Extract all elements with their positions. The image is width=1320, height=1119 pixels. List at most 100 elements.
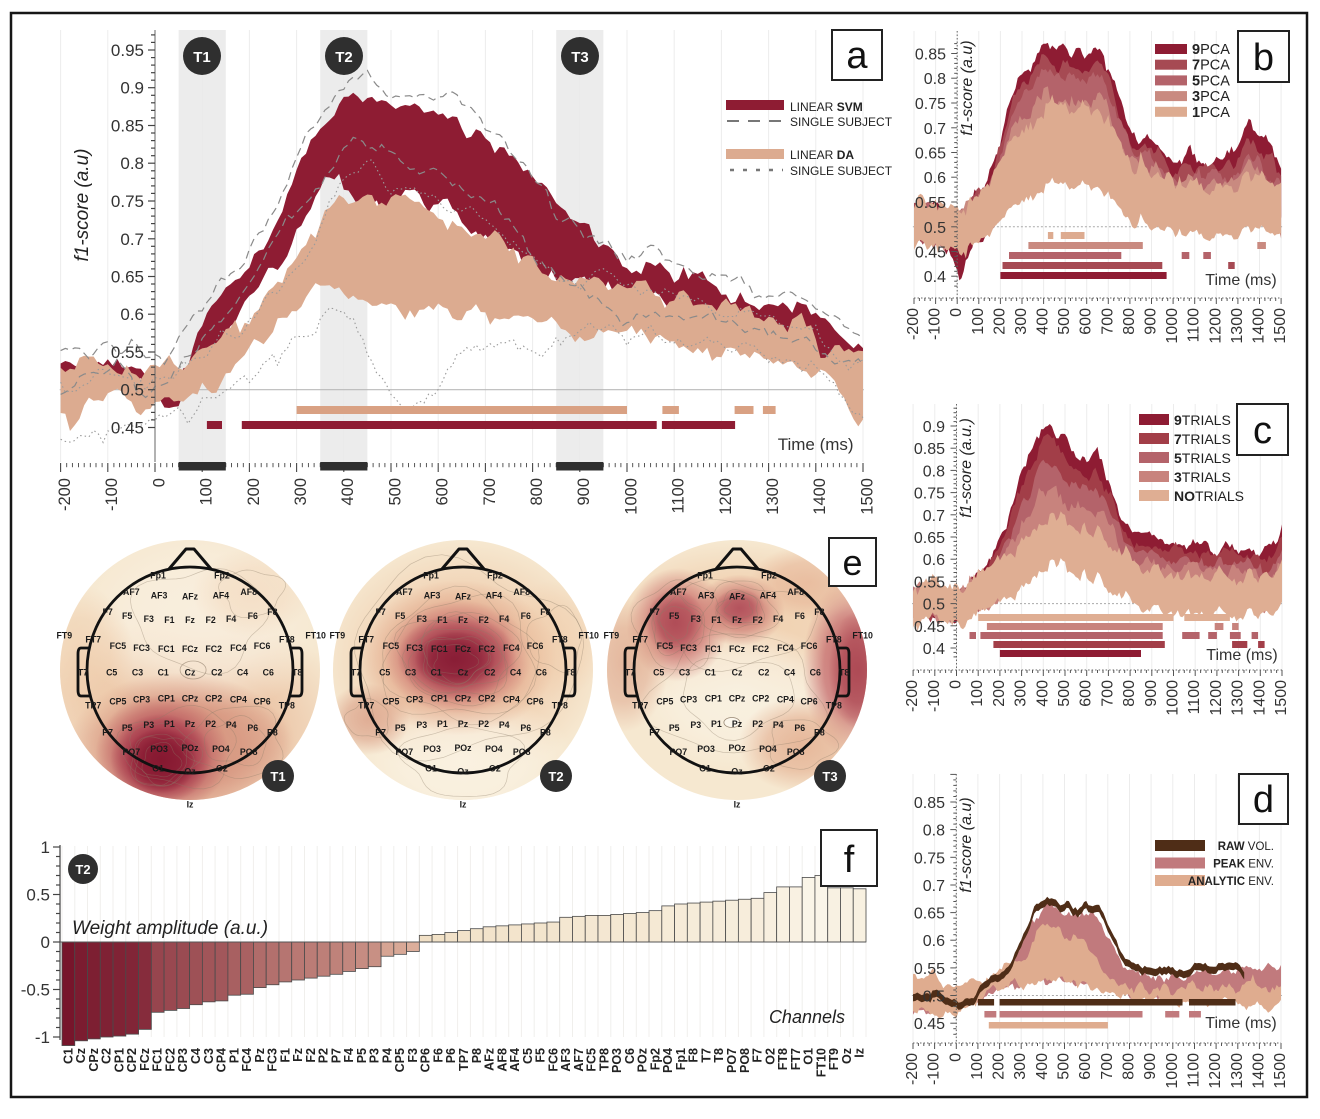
svg-text:AF3: AF3 — [424, 590, 441, 600]
svg-text:CP4: CP4 — [503, 694, 520, 704]
svg-text:CP5: CP5 — [393, 1048, 407, 1072]
svg-text:600: 600 — [434, 478, 452, 506]
svg-text:AF7: AF7 — [670, 587, 687, 597]
svg-text:1400: 1400 — [1251, 680, 1268, 716]
svg-text:300: 300 — [292, 478, 310, 506]
svg-text:T7: T7 — [700, 1048, 714, 1063]
svg-text:FC3: FC3 — [133, 643, 150, 653]
svg-text:P1: P1 — [711, 719, 722, 729]
svg-text:0.8: 0.8 — [120, 154, 144, 173]
svg-text:T7: T7 — [351, 668, 361, 678]
svg-text:Fz: Fz — [291, 1048, 305, 1062]
svg-text:FT9: FT9 — [56, 631, 72, 641]
svg-text:C3: C3 — [202, 1048, 216, 1064]
svg-text:F1: F1 — [278, 1048, 292, 1063]
svg-text:CP1: CP1 — [112, 1048, 126, 1072]
svg-text:C4: C4 — [237, 668, 248, 678]
svg-text:0.75: 0.75 — [111, 192, 144, 211]
svg-text:FC1: FC1 — [151, 1048, 165, 1072]
svg-text:AF3: AF3 — [559, 1048, 573, 1072]
svg-text:Cz: Cz — [458, 668, 469, 678]
svg-text:PO3: PO3 — [150, 744, 168, 754]
svg-text:T8: T8 — [292, 668, 302, 678]
svg-text:C2: C2 — [100, 1048, 114, 1064]
svg-text:600: 600 — [1078, 680, 1095, 707]
svg-text:C6: C6 — [623, 1048, 637, 1064]
svg-text:PO8: PO8 — [787, 747, 805, 757]
svg-text:F7: F7 — [649, 607, 659, 617]
svg-text:Weight amplitude (a.u.): Weight amplitude (a.u.) — [72, 918, 268, 939]
svg-text:Oz: Oz — [731, 766, 743, 776]
svg-text:FC6: FC6 — [527, 641, 544, 651]
svg-text:0: 0 — [150, 478, 168, 487]
svg-text:CPz: CPz — [182, 693, 199, 703]
svg-text:O1: O1 — [152, 763, 164, 773]
svg-text:FT9: FT9 — [827, 1048, 841, 1070]
svg-text:1100: 1100 — [1186, 308, 1203, 343]
svg-text:0.5: 0.5 — [923, 597, 945, 614]
svg-text:0.8: 0.8 — [923, 823, 945, 840]
svg-text:0.7: 0.7 — [923, 508, 945, 525]
svg-text:O2: O2 — [489, 763, 501, 773]
svg-text:1200: 1200 — [1207, 1053, 1224, 1089]
svg-text:P5: P5 — [355, 1048, 369, 1063]
svg-text:T8: T8 — [839, 668, 849, 678]
svg-text:P1: P1 — [437, 719, 448, 729]
svg-text:900: 900 — [1142, 1053, 1159, 1080]
svg-text:POz: POz — [454, 743, 472, 753]
svg-text:F1: F1 — [164, 615, 174, 625]
svg-text:TP7: TP7 — [358, 701, 374, 711]
svg-text:SINGLE SUBJECT: SINGLE SUBJECT — [790, 115, 893, 129]
svg-text:CP6: CP6 — [527, 696, 544, 706]
svg-text:P1: P1 — [164, 719, 175, 729]
svg-text:0.7: 0.7 — [924, 121, 946, 138]
svg-text:C1: C1 — [61, 1048, 75, 1064]
svg-text:Channels: Channels — [769, 1007, 845, 1027]
svg-text:1200: 1200 — [1207, 308, 1224, 344]
svg-text:T1: T1 — [193, 49, 211, 66]
svg-text:C1: C1 — [705, 668, 716, 678]
svg-text:0.8: 0.8 — [924, 71, 946, 88]
svg-text:AF4: AF4 — [760, 590, 777, 600]
svg-text:FC3: FC3 — [406, 643, 423, 653]
svg-text:P8: P8 — [267, 727, 278, 737]
svg-text:F8: F8 — [267, 607, 277, 617]
svg-text:FC1: FC1 — [705, 644, 722, 654]
svg-text:C5: C5 — [653, 668, 664, 678]
svg-text:C4: C4 — [510, 668, 521, 678]
svg-text:FT10: FT10 — [852, 631, 873, 641]
svg-text:Iz: Iz — [460, 799, 467, 809]
svg-text:0.5: 0.5 — [923, 989, 945, 1006]
svg-text:F6: F6 — [521, 611, 531, 621]
svg-text:CP4: CP4 — [230, 694, 247, 704]
svg-text:F5: F5 — [395, 611, 405, 621]
svg-text:f: f — [844, 839, 855, 881]
svg-text:C3: C3 — [132, 668, 143, 678]
svg-text:0: 0 — [948, 308, 965, 317]
svg-text:0.65: 0.65 — [915, 146, 946, 163]
svg-text:0.85: 0.85 — [914, 795, 945, 812]
svg-text:F7: F7 — [375, 607, 385, 617]
svg-text:FC4: FC4 — [230, 643, 247, 653]
svg-text:CP3: CP3 — [406, 694, 423, 704]
svg-text:T3: T3 — [822, 769, 837, 784]
svg-text:F2: F2 — [205, 615, 215, 625]
svg-text:F5: F5 — [669, 611, 679, 621]
svg-text:CP1: CP1 — [705, 693, 722, 703]
svg-text:1500: 1500 — [1273, 680, 1290, 716]
svg-text:FT8: FT8 — [279, 635, 295, 645]
svg-text:1400: 1400 — [1251, 308, 1268, 344]
svg-text:0.7: 0.7 — [120, 230, 144, 249]
svg-text:LINEAR DA: LINEAR DA — [790, 148, 854, 162]
svg-text:P4: P4 — [499, 720, 510, 730]
svg-text:FT10: FT10 — [814, 1048, 828, 1077]
svg-text:FT7: FT7 — [789, 1048, 803, 1070]
svg-text:Fp1: Fp1 — [423, 571, 439, 581]
svg-text:C2: C2 — [211, 668, 222, 678]
svg-text:T7: T7 — [625, 668, 635, 678]
svg-text:SINGLE SUBJECT: SINGLE SUBJECT — [790, 164, 893, 178]
svg-text:F8: F8 — [814, 607, 824, 617]
svg-text:F3: F3 — [691, 614, 701, 624]
svg-text:f1-score (a.u): f1-score (a.u) — [958, 797, 975, 892]
svg-text:C5: C5 — [521, 1048, 535, 1064]
